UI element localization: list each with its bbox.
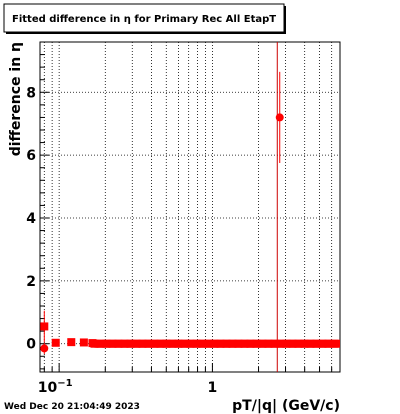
- y-tick-label: 4: [26, 211, 36, 227]
- data-point: [228, 339, 237, 348]
- data-point: [198, 339, 207, 348]
- data-point: [216, 339, 225, 348]
- data-point: [126, 339, 135, 348]
- data-point: [114, 339, 123, 348]
- axes: 0 2 4 6 8 10−1 1: [26, 54, 333, 396]
- data-point: [51, 338, 60, 347]
- y-tick-label: 8: [26, 85, 36, 101]
- data-point: [264, 339, 273, 348]
- data-point: [67, 338, 76, 347]
- data-point: [324, 339, 333, 348]
- data-point: [96, 339, 105, 348]
- data-point: [192, 339, 201, 348]
- data-marks: [40, 42, 340, 372]
- timestamp: Wed Dec 20 21:04:49 2023: [4, 402, 140, 412]
- y-tick-label: 6: [26, 148, 36, 164]
- data-point: [102, 339, 111, 348]
- y-axis-label: difference in η: [8, 42, 24, 156]
- data-point: [282, 339, 291, 348]
- data-point: [240, 339, 249, 348]
- data-point: [156, 339, 165, 348]
- y-tick-label: 0: [26, 337, 36, 353]
- plot-frame: [39, 41, 341, 373]
- y-tick-label: 2: [26, 274, 36, 290]
- data-point: [222, 339, 231, 348]
- data-point: [174, 339, 183, 348]
- data-point: [40, 322, 49, 331]
- data-point: [168, 339, 177, 348]
- data-point: [150, 339, 159, 348]
- chart-title: Fitted difference in η for Primary Rec A…: [12, 14, 276, 25]
- data-point: [276, 339, 285, 348]
- data-point: [330, 339, 339, 348]
- data-point: [40, 344, 49, 353]
- data-point: [252, 339, 261, 348]
- data-point: [258, 339, 267, 348]
- data-point: [180, 339, 189, 348]
- data-point: [270, 339, 279, 348]
- data-point: [246, 339, 255, 348]
- data-point: [186, 339, 195, 348]
- x-tick-label: 10−1: [38, 378, 73, 396]
- data-point: [132, 339, 141, 348]
- title-box: Fitted difference in η for Primary Rec A…: [3, 3, 286, 34]
- data-point: [306, 339, 315, 348]
- data-point: [88, 339, 97, 348]
- data-point: [318, 339, 327, 348]
- data-point: [162, 339, 171, 348]
- data-point: [210, 339, 219, 348]
- data-point: [144, 339, 153, 348]
- data-point: [288, 339, 297, 348]
- data-point: [108, 339, 117, 348]
- data-point: [294, 339, 303, 348]
- data-point: [120, 339, 129, 348]
- data-point: [275, 113, 284, 122]
- x-tick-label: 1: [208, 380, 218, 396]
- data-point: [312, 339, 321, 348]
- data-point: [138, 339, 147, 348]
- data-point: [204, 339, 213, 348]
- data-point: [79, 338, 88, 347]
- grid-lines: [40, 42, 340, 372]
- data-point: [234, 339, 243, 348]
- x-axis-label: pT/|q| (GeV/c): [232, 398, 340, 414]
- data-point: [300, 339, 309, 348]
